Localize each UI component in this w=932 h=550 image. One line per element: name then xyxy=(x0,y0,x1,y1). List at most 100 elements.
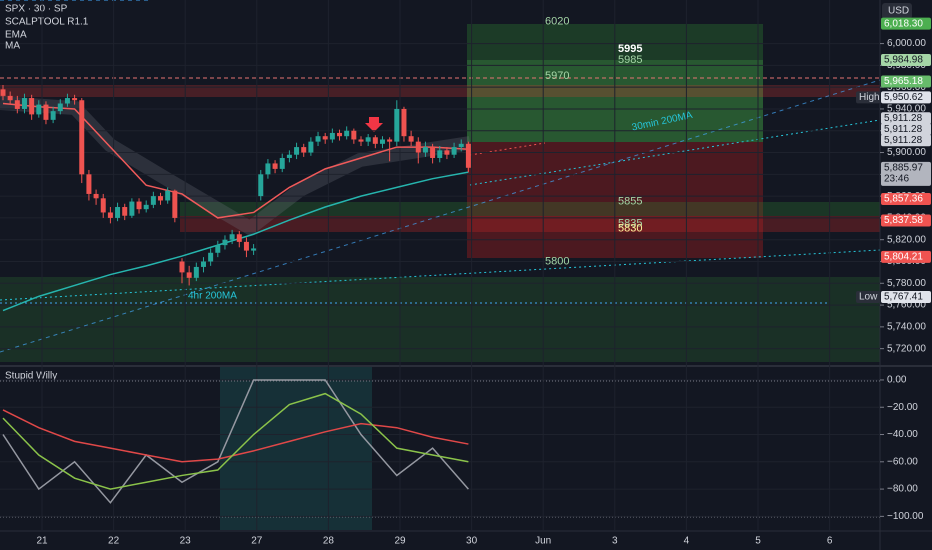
candle-body xyxy=(451,147,457,155)
price-tag-label: 5,885.97 xyxy=(884,162,923,173)
candle-body xyxy=(251,248,257,251)
candle-body xyxy=(315,136,321,142)
candle-body xyxy=(172,190,178,218)
candle-body xyxy=(265,163,271,175)
candle-body xyxy=(129,201,135,216)
x-tick-label: Jun xyxy=(535,536,551,547)
red-band xyxy=(180,216,880,232)
indicator-line xyxy=(2,392,469,490)
osc-highlight xyxy=(220,367,372,530)
y-tick-label: 5,940.00 xyxy=(887,104,926,115)
price-tag-label: 5,837.58 xyxy=(884,215,923,226)
candle-body xyxy=(93,193,99,199)
y-tick-label: −40.00 xyxy=(887,429,918,440)
candle-body xyxy=(0,89,6,96)
resistance-band xyxy=(0,85,880,97)
y-tick-label: 0.00 xyxy=(887,375,907,386)
candle-body xyxy=(186,272,192,278)
price-tag xyxy=(881,17,931,30)
x-tick-label: 27 xyxy=(251,536,263,547)
candle-body xyxy=(387,139,393,142)
ma-annotation: 4hr 200MA xyxy=(188,291,237,302)
side-tag xyxy=(856,91,880,104)
x-tick-label: 23 xyxy=(180,536,192,547)
candle-body xyxy=(50,111,56,120)
level-label: 5800 xyxy=(545,255,569,267)
y-tick-label: −80.00 xyxy=(887,484,918,495)
side-tag xyxy=(856,291,880,304)
price-tag xyxy=(881,161,931,186)
candle-body xyxy=(444,150,450,155)
level-label: 5995 xyxy=(618,43,642,55)
candle-body xyxy=(136,201,142,210)
y-tick-label: −60.00 xyxy=(887,456,918,467)
trend-line xyxy=(0,249,881,301)
candle-body xyxy=(329,132,335,140)
x-tick-label: 4 xyxy=(684,536,690,547)
candle-body xyxy=(337,132,343,137)
price-tag xyxy=(881,134,931,147)
y-tick-label: 5,720.00 xyxy=(887,343,926,354)
candle-body xyxy=(408,136,414,142)
candle-body xyxy=(72,98,78,101)
candle-body xyxy=(301,147,307,153)
candle-body xyxy=(437,150,443,158)
candle-body xyxy=(215,245,221,253)
legend-entry: EMA xyxy=(5,30,27,41)
y-tick-label: 5,740.00 xyxy=(887,322,926,333)
price-tag-label: 5,804.21 xyxy=(884,252,923,263)
candle-body xyxy=(14,100,20,109)
level-label: 5835 xyxy=(618,217,642,229)
x-tick-label: 6 xyxy=(827,536,833,547)
candle-body xyxy=(458,143,464,148)
price-tag-label: 5,911.28 xyxy=(884,113,923,124)
candle-body xyxy=(21,98,27,109)
candle-body xyxy=(200,261,206,267)
price-tag-label: 5,857.36 xyxy=(884,194,923,205)
candle-body xyxy=(107,212,113,218)
candle-body xyxy=(143,204,149,210)
x-tick-label: 5 xyxy=(755,536,761,547)
price-tag xyxy=(881,214,931,227)
candle-body xyxy=(7,95,13,101)
y-tick-label: −100.00 xyxy=(887,511,924,522)
level-label: 5830 xyxy=(618,223,642,235)
candle-body xyxy=(272,163,278,169)
candle-body xyxy=(379,139,385,144)
indicator-line xyxy=(2,171,469,312)
x-tick-label: 22 xyxy=(108,536,120,547)
candle-body xyxy=(365,137,371,142)
price-tag xyxy=(881,75,931,88)
candle-body xyxy=(351,130,357,140)
candle-body xyxy=(57,103,63,112)
price-tag-label: 5,911.28 xyxy=(884,135,923,146)
candle-body xyxy=(193,266,199,278)
candle-body xyxy=(286,154,292,158)
candle-body xyxy=(179,261,185,273)
currency-box[interactable] xyxy=(882,3,912,19)
candle-body xyxy=(86,174,92,194)
side-tag-label: Low xyxy=(859,292,878,303)
candle-body xyxy=(236,234,242,242)
price-tag xyxy=(881,112,931,125)
support-band xyxy=(180,202,880,216)
y-tick-label: 5,820.00 xyxy=(887,234,926,245)
x-tick-label: 28 xyxy=(323,536,335,547)
candle-body xyxy=(158,196,164,201)
candle-body xyxy=(165,190,171,201)
y-tick-label: 5,780.00 xyxy=(887,278,926,289)
price-tag-label: 5,984.98 xyxy=(884,55,923,66)
candle-body xyxy=(79,100,85,175)
candle-body xyxy=(36,104,42,115)
candle-body xyxy=(422,147,428,153)
candle-body xyxy=(394,108,400,142)
candle-body xyxy=(322,136,328,140)
side-tag-label: High xyxy=(859,92,880,103)
candle-body xyxy=(122,207,128,216)
price-tag xyxy=(881,123,931,136)
price-tag xyxy=(881,192,931,205)
indicator-label: SCALPTOOL R1.1 xyxy=(5,17,89,28)
price-tag-label: 5,965.18 xyxy=(884,76,923,87)
demand-band xyxy=(0,277,880,362)
